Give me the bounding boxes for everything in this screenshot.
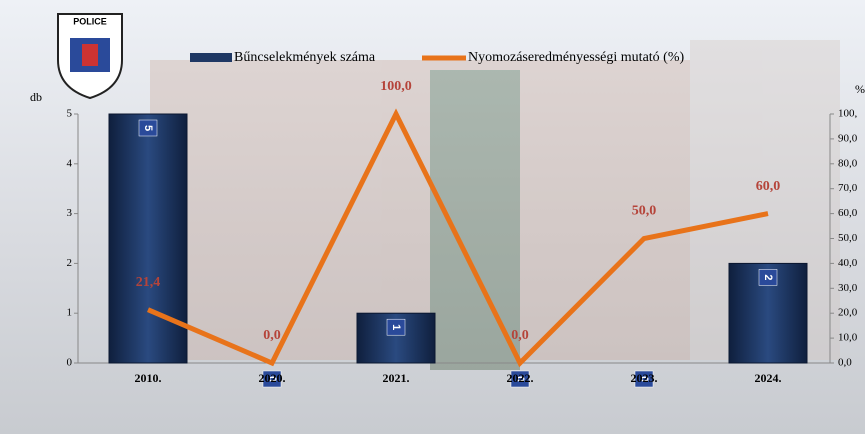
y-tick-label: 3	[67, 207, 73, 219]
x-tick-label: 2020.	[259, 371, 286, 385]
y-tick-label: 1	[67, 307, 73, 319]
y-tick-label: 4	[67, 157, 73, 169]
data-label: 0,0	[511, 328, 529, 343]
legend-label: Nyomozáseredményességi mutató (%)	[468, 50, 684, 65]
y2-tick-label: 80,0	[838, 157, 858, 169]
y2-tick-label: 100,	[838, 108, 858, 120]
data-label: 1	[390, 324, 402, 330]
legend-label: Bűncselekmények száma	[234, 50, 376, 65]
y2-tick-label: 10,0	[838, 332, 858, 344]
y-tick-label: 5	[67, 108, 73, 120]
legend-swatch	[190, 53, 232, 62]
y2-tick-label: 50,0	[838, 232, 858, 244]
data-label: 100,0	[380, 79, 412, 94]
y2-tick-label: 0,0	[838, 357, 852, 369]
chart: POLICE db % 0123450,010,020,030,040,050,…	[0, 0, 865, 434]
x-tick-label: 2024.	[755, 371, 782, 385]
logo: POLICE	[58, 14, 122, 98]
y2-tick-label: 60,0	[838, 207, 858, 219]
x-tick-label: 2022.	[507, 371, 534, 385]
data-label: 60,0	[756, 179, 781, 194]
x-tick-label: 2010.	[135, 371, 162, 385]
y-tick-label: 0	[67, 357, 73, 369]
data-label: 50,0	[632, 204, 657, 219]
y2-tick-label: 30,0	[838, 282, 858, 294]
y-tick-label: 2	[67, 257, 73, 269]
data-label: 21,4	[136, 275, 161, 290]
x-tick-label: 2023.	[631, 371, 658, 385]
data-label: 0,0	[263, 328, 281, 343]
y2-tick-label: 70,0	[838, 182, 858, 194]
y-axis-label: db	[30, 90, 42, 104]
data-label: 5	[142, 125, 154, 131]
y2-tick-label: 20,0	[838, 307, 858, 319]
y2-tick-label: 40,0	[838, 257, 858, 269]
bar	[109, 114, 187, 363]
x-tick-label: 2021.	[383, 371, 410, 385]
logo-text: POLICE	[73, 16, 107, 26]
data-label: 2	[762, 274, 774, 280]
y2-axis-label: %	[855, 82, 865, 96]
y2-tick-label: 90,0	[838, 132, 858, 144]
